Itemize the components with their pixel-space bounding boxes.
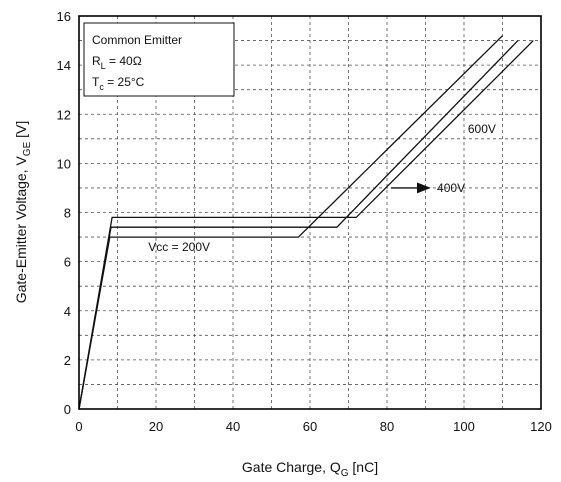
y-tick-label: 2	[64, 353, 71, 368]
y-tick-label: 6	[64, 255, 71, 270]
annotation-label-1: 600V	[468, 122, 496, 136]
y-tick-label: 10	[57, 156, 71, 171]
grid-lines	[79, 16, 541, 409]
annotations: 600V 400V Vcc = 200V	[148, 122, 496, 254]
legend-title: Common Emitter	[92, 33, 182, 47]
x-tick-labels: 0 20 40 60 80 100 120	[75, 419, 551, 434]
series-lines	[78, 35, 534, 410]
annotation-label-2: 400V	[437, 181, 465, 195]
x-tick-label: 20	[149, 419, 163, 434]
annotation-label-3: Vcc = 200V	[148, 240, 210, 254]
legend-frame	[83, 22, 235, 97]
y-tick-label: 14	[57, 58, 71, 73]
y-tick-label: 12	[57, 107, 71, 122]
x-tick-label: 120	[530, 419, 552, 434]
y-axis-title: Gate-Emitter Voltage, VGE [V]	[13, 121, 33, 304]
x-tick-label: 0	[75, 419, 82, 434]
y-tick-label: 0	[64, 402, 71, 417]
legend-line-rl: RL = 40Ω	[92, 54, 142, 71]
y-tick-label: 4	[64, 304, 71, 319]
legend-line-tc: Tc = 25°C	[92, 75, 145, 92]
x-tick-label: 80	[380, 419, 394, 434]
x-tick-label: 60	[303, 419, 317, 434]
x-tick-label: 40	[226, 419, 240, 434]
y-tick-label: 8	[64, 206, 71, 221]
x-tick-label: 100	[453, 419, 475, 434]
y-tick-label: 16	[57, 9, 71, 24]
legend-box: Common Emitter RL = 40Ω Tc = 25°C	[83, 22, 235, 97]
y-tick-labels: 0 2 4 6 8 10 12 14 16	[57, 9, 71, 417]
x-axis-title: Gate Charge, QG [nC]	[242, 459, 378, 479]
series-line-3	[78, 40, 534, 410]
plot-frame	[78, 15, 542, 410]
